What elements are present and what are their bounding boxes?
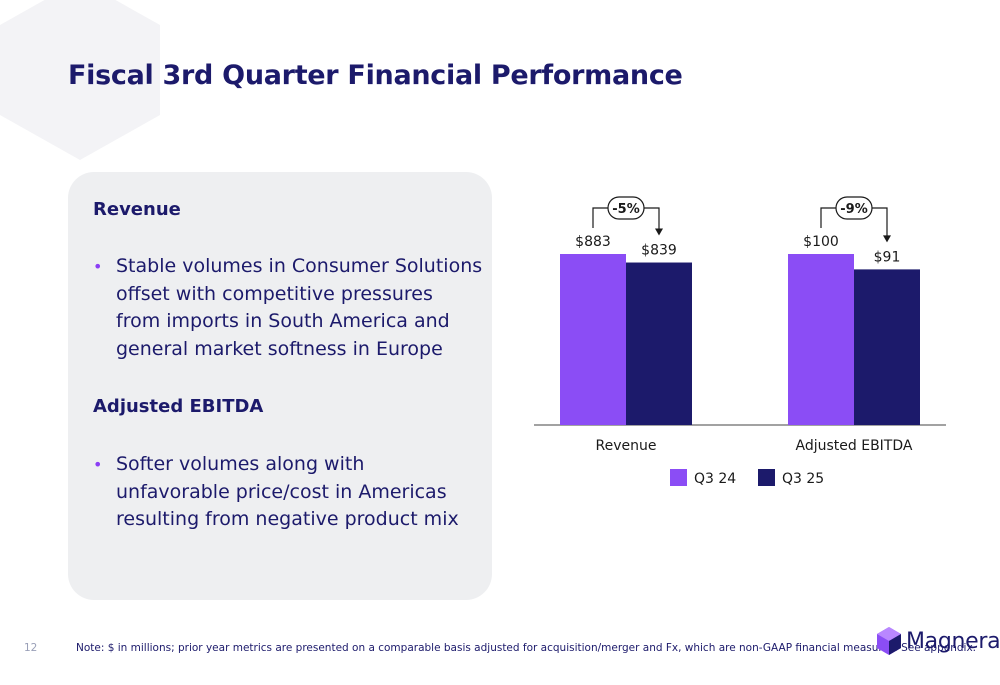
ebitda-bullet-text: Softer volumes along with unfavorable pr… [116, 453, 459, 530]
page-title: Fiscal 3rd Quarter Financial Performance [68, 60, 683, 91]
category-label: Revenue [596, 438, 657, 454]
legend-label: Q3 24 [694, 471, 736, 487]
background-hexagon-shape [0, 0, 160, 160]
change-arrow-head [655, 228, 663, 236]
company-logo: Magnera [876, 626, 1000, 656]
bar-0-1 [626, 262, 692, 425]
change-label: -9% [840, 202, 867, 217]
bar-chart: $883 $839 -5% Revenue $100 $91 -9% Adjusted EBI… [534, 196, 946, 487]
data-label: $839 [641, 243, 677, 259]
commentary-panel: Revenue • Stable volumes in Consumer Sol… [68, 172, 492, 600]
change-label: -5% [612, 202, 639, 217]
data-label: $883 [575, 234, 611, 250]
revenue-heading: Revenue [93, 199, 181, 220]
change-pill [835, 196, 873, 220]
bar-0-0 [560, 254, 626, 425]
footnote: Note: $ in millions; prior year metrics … [76, 642, 977, 654]
page-number: 12 [24, 642, 38, 654]
change-pill [607, 196, 645, 220]
change-arrow-head [883, 235, 891, 243]
legend-label: Q3 25 [782, 471, 824, 487]
revenue-bullet: • Stable volumes in Consumer Solutions o… [93, 253, 483, 363]
ebitda-heading: Adjusted EBITDA [93, 396, 264, 417]
category-label: Adjusted EBITDA [796, 438, 913, 454]
ebitda-bullet: • Softer volumes along with unfavorable … [93, 451, 483, 534]
bar-1-0 [788, 254, 854, 425]
legend-swatch [670, 469, 687, 486]
bullet-marker: • [93, 455, 103, 474]
legend-swatch [758, 469, 775, 486]
data-label: $100 [803, 234, 839, 250]
bullet-marker: • [93, 257, 103, 276]
revenue-bullet-text: Stable volumes in Consumer Solutions off… [116, 255, 483, 360]
data-label: $91 [874, 249, 901, 265]
magnera-logo-icon [877, 627, 901, 655]
logo-text: Magnera [906, 628, 1000, 654]
bar-1-1 [854, 269, 920, 425]
